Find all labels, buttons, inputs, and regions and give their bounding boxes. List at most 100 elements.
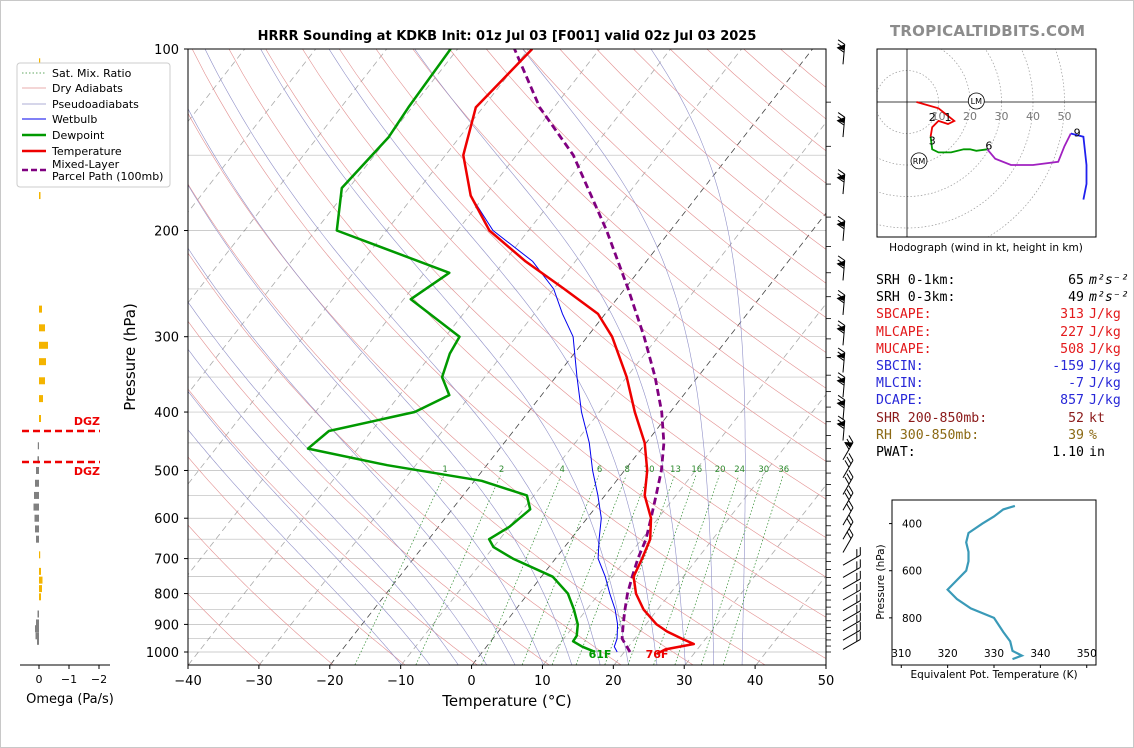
y-tick-label: 500 (154, 464, 179, 479)
stat-row: SBCAPE: 313 J/kg (876, 306, 1129, 323)
mixing-ratio-line (354, 475, 445, 665)
pseudoadiabat (188, 429, 402, 665)
y-tick-label: 900 (154, 618, 179, 633)
hodograph-panel: 10 20 30 40 50 12 3 6 9 LM RM Hodograph (wind in kt… (876, 48, 1097, 254)
stat-value: 49 (1068, 290, 1084, 306)
dry-adiabat (188, 524, 334, 665)
barb-flag (836, 260, 845, 267)
wind-barb (842, 581, 861, 601)
omega-bar (36, 466, 39, 474)
stat-value: 857 (1060, 393, 1084, 409)
barb-feather (846, 489, 852, 497)
stats-table: SRH 0-1km: 65 m²s⁻² SRH 0-3km: 49 m²s⁻² SBCAPE… (876, 272, 1129, 461)
stat-value: 227 (1060, 324, 1084, 340)
mixing-ratio-line (674, 475, 740, 665)
theta-e-frame (891, 499, 1097, 666)
wind-barb (842, 622, 861, 641)
mixing-ratio-label: 4 (559, 465, 564, 475)
omega-bar (39, 377, 45, 385)
theta-e-x-tick-label: 310 (891, 648, 911, 660)
barb-feather (856, 624, 858, 633)
stat-row: DCAPE: 857 J/kg (876, 392, 1129, 409)
stat-unit: m²s⁻² (1089, 273, 1129, 288)
dry-adiabat (522, 49, 826, 318)
barb-feather (856, 614, 858, 623)
omega-bar (39, 585, 42, 593)
wind-barb (836, 39, 846, 65)
pseudoadiabat (188, 390, 431, 665)
barb-staff (842, 460, 854, 478)
barb-flag (836, 294, 845, 301)
barb-feather (837, 47, 845, 53)
hodograph-frame (876, 48, 1097, 238)
wind-barb (842, 602, 861, 622)
omega-bar (39, 192, 41, 200)
omega-bar (35, 525, 39, 533)
y-axis-label: Pressure (hPa) (121, 303, 139, 411)
stat-row: MLCIN: -7 J/kg (876, 375, 1129, 392)
surface-dewpoint-label: 61F (589, 648, 612, 661)
wind-barb (836, 347, 846, 373)
barb-staff (842, 521, 854, 540)
legend-entry: Sat. Mix. Ratio (52, 67, 132, 80)
theta-e-y-tick-label: 600 (902, 566, 922, 578)
omega-bar (33, 503, 39, 511)
mixing-ratio-line (521, 475, 599, 665)
barb-feather (859, 592, 861, 601)
isotherm (543, 303, 826, 665)
wind-barb (842, 527, 854, 553)
mixing-ratio-label: 13 (670, 465, 681, 475)
barb-feather (844, 442, 850, 450)
mixing-ratio-label: 2 (499, 465, 504, 475)
theta-e-y-tick-label: 400 (902, 519, 922, 531)
barb-feather (837, 423, 845, 429)
barb-flag (836, 352, 845, 359)
omega-bar (37, 456, 39, 464)
stat-unit: J/kg (1089, 307, 1121, 323)
hodograph-height-label: 2 (929, 111, 936, 124)
wind-barb (836, 215, 846, 241)
barb-feather (846, 531, 852, 539)
barb-feather (848, 527, 854, 536)
omega-bar (39, 593, 41, 601)
x-tick-label: 50 (818, 674, 835, 689)
mixing-ratio-line (481, 475, 562, 665)
hodograph-caption: Hodograph (wind in kt, height in km) (889, 242, 1083, 254)
mixing-ratio-label: 1 (442, 465, 447, 475)
barb-feather (837, 347, 846, 353)
isotherm (684, 484, 826, 665)
stat-unit: m²s⁻² (1089, 290, 1129, 306)
left-mover-label: LM (971, 97, 982, 106)
barb-staff (842, 629, 861, 641)
barb-flag (836, 420, 845, 427)
dry-adiabat (188, 183, 693, 665)
wind-barb (842, 547, 861, 566)
omega-bar (37, 442, 39, 450)
hodograph-ring-label: 50 (1058, 110, 1072, 123)
omega-bar (37, 610, 39, 618)
omega-axis-label: Omega (Pa/s) (26, 692, 114, 707)
theta-e-area (946, 504, 1025, 661)
barb-staff (842, 566, 861, 578)
pseudoadiabat (188, 108, 572, 665)
isotherm (188, 49, 317, 213)
barb-feather (859, 612, 861, 621)
barb-staff (842, 578, 861, 590)
theta-e-y-axis-label: Pressure (hPa) (875, 544, 887, 619)
stat-value: -159 (1052, 359, 1084, 375)
y-tick-label: 300 (154, 331, 179, 346)
omega-bar (37, 637, 39, 645)
stat-value: 313 (1060, 307, 1084, 323)
stat-unit: kt (1089, 410, 1105, 426)
barb-feather (837, 112, 846, 118)
barb-flag (836, 377, 845, 384)
omega-bar (39, 324, 45, 332)
stat-unit: J/kg (1089, 324, 1121, 340)
pseudoadiabat (188, 301, 487, 665)
dewpoint-line (306, 49, 596, 654)
omega-bar (39, 567, 41, 575)
theta-e-x-tick-label: 340 (1030, 648, 1050, 660)
stat-row: MUCAPE: 508 J/kg (876, 341, 1129, 358)
y-tick-label: 100 (154, 43, 179, 58)
barb-staff (842, 638, 861, 650)
